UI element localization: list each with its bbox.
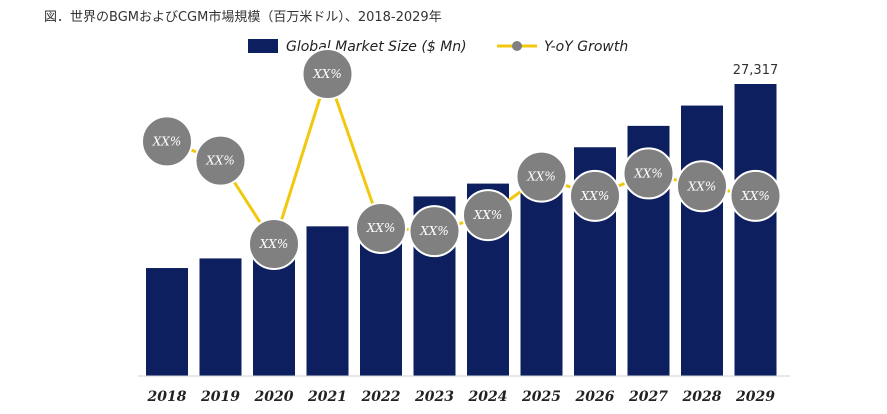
growth-label-2024: XX% <box>473 208 503 222</box>
chart-title: 図．世界のBGMおよびCGM市場規模（百万米ドル）、2018-2029年 <box>44 10 442 25</box>
legend: Global Market Size ($ Mn) Y-oY Growth <box>248 39 628 55</box>
growth-marker-2018 <box>141 115 193 168</box>
growth-marker-2028 <box>676 160 728 213</box>
x-tick-2024: 2024 <box>468 389 508 405</box>
growth-marker-2029 <box>729 169 782 222</box>
growth-label-2029: XX% <box>740 189 770 203</box>
growth-label-2020: XX% <box>259 237 289 251</box>
growth-label-2022: XX% <box>366 221 396 235</box>
growth-marker-2020 <box>248 218 300 270</box>
bar-2028 <box>681 105 723 376</box>
data-labels: 27,317 <box>733 63 779 78</box>
legend-swatch-growth-marker <box>512 41 522 51</box>
growth-bubbles: XX% XX% XX% XX% XX% XX% XX% XX% XX% XX% XX% XX% <box>141 48 782 270</box>
growth-marker-2023 <box>408 205 461 258</box>
growth-label-2018: XX% <box>152 134 182 148</box>
bars <box>146 84 777 376</box>
growth-marker-2022 <box>355 201 407 254</box>
bar-2018 <box>146 268 188 376</box>
growth-marker-2025 <box>515 150 568 203</box>
x-tick-2020: 2020 <box>254 389 294 405</box>
x-tick-2026: 2026 <box>575 389 615 405</box>
growth-label-2026: XX% <box>580 189 610 203</box>
x-tick-2018: 2018 <box>147 389 187 405</box>
bar-2029 <box>734 84 777 376</box>
data-label-2029: 27,317 <box>733 63 779 78</box>
legend-label-growth: Y-oY Growth <box>544 39 628 55</box>
growth-label-2025: XX% <box>526 170 556 184</box>
legend-swatch-market-size <box>248 39 278 53</box>
growth-marker-2027 <box>622 147 675 200</box>
growth-label-2019: XX% <box>205 154 235 168</box>
growth-marker-2024 <box>462 189 514 242</box>
growth-label-2021: XX% <box>312 67 342 81</box>
x-tick-2025: 2025 <box>521 389 561 405</box>
x-tick-2019: 2019 <box>200 389 240 405</box>
growth-marker-2021 <box>301 48 354 100</box>
x-tick-2023: 2023 <box>414 389 454 405</box>
x-tick-2029: 2029 <box>735 389 775 405</box>
growth-marker-2019 <box>194 134 247 187</box>
bar-2021 <box>306 226 349 376</box>
x-axis-ticks: 2018 2019 2020 2021 2022 2023 2024 2025 2026 2027… <box>147 389 776 405</box>
growth-marker-2026 <box>569 169 621 222</box>
growth-label-2023: XX% <box>419 224 449 238</box>
x-tick-2022: 2022 <box>361 389 401 405</box>
growth-label-2027: XX% <box>633 166 663 180</box>
x-tick-2021: 2021 <box>307 389 347 405</box>
bar-2019 <box>199 258 242 376</box>
growth-label-2028: XX% <box>687 179 717 193</box>
x-tick-2028: 2028 <box>682 389 722 405</box>
x-tick-2027: 2027 <box>628 389 668 405</box>
